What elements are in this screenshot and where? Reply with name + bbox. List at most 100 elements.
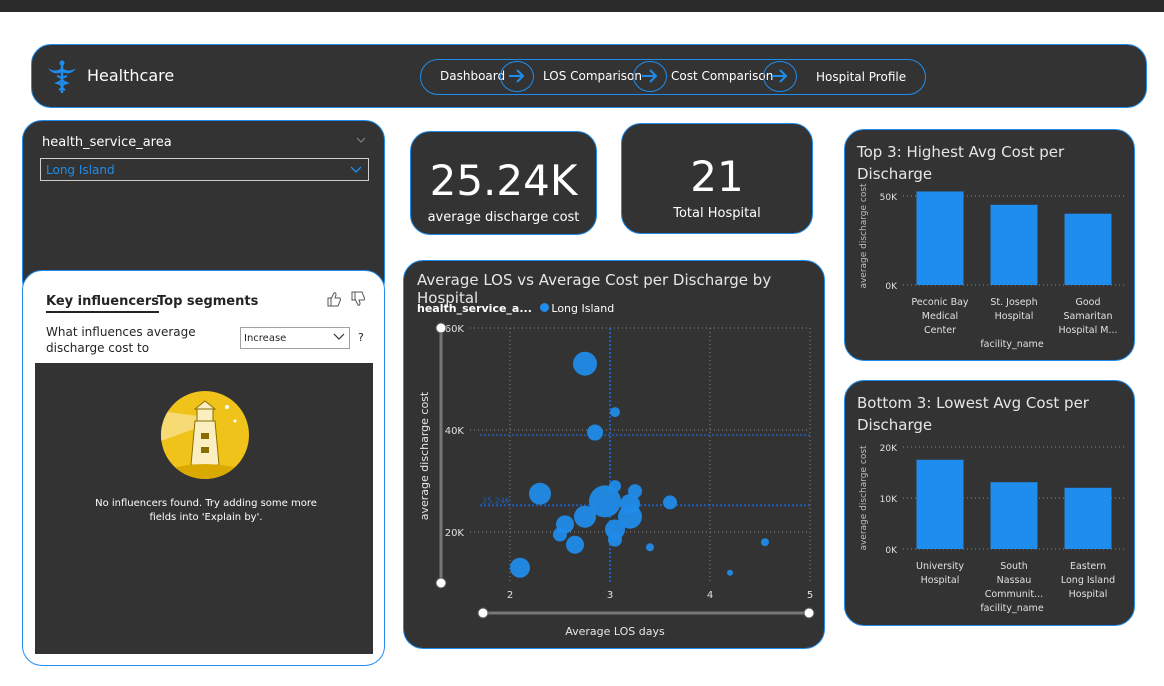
y-tick-label: 20K <box>880 444 898 454</box>
y-tick-label: 40K <box>445 426 465 437</box>
tab-key-influencers[interactable]: Key influencers <box>46 294 160 313</box>
thumbs-down-icon[interactable] <box>351 291 365 306</box>
page-navigation: Dashboard LOS Comparison Cost Comparison… <box>420 59 926 95</box>
x-zoom-handle[interactable] <box>803 607 815 619</box>
scatter-point[interactable] <box>510 557 530 578</box>
arrow-right-icon[interactable] <box>500 61 534 92</box>
y-tick-label: 0K <box>885 282 898 292</box>
top3-bar-plot[interactable]: 0K 50K Peconic Bay Medical Center St. Joseph H… <box>845 130 1136 362</box>
chart-title: Average LOS vs Average Cost per Discharg… <box>417 271 772 307</box>
category-label: Hospital <box>995 311 1034 322</box>
x-axis-label: facility_name <box>980 603 1044 614</box>
category-label: Communit... <box>985 589 1043 600</box>
y-axis-label: average discharge cost <box>859 445 869 551</box>
scatter-point[interactable] <box>727 569 733 576</box>
y-tick-label: 50K <box>880 193 898 203</box>
scatter-point[interactable] <box>553 527 567 542</box>
x-tick-label: 2 <box>507 590 513 601</box>
caduceus-icon <box>48 60 76 93</box>
kpi-value: 25.24K <box>429 156 578 205</box>
scatter-point[interactable] <box>761 538 769 547</box>
scatter-point[interactable] <box>610 407 620 418</box>
x-axis-label: facility_name <box>980 339 1044 350</box>
top3-bar-chart-card: Top 3: Highest Avg Cost per Discharge 0K… <box>844 129 1135 361</box>
bar[interactable] <box>990 482 1038 549</box>
slicer-label: health_service_area <box>42 135 172 150</box>
dropdown-value: Increase <box>244 333 287 344</box>
arrow-right-icon[interactable] <box>763 61 797 92</box>
arrow-right-icon[interactable] <box>633 61 667 92</box>
tab-top-segments[interactable]: Top segments <box>157 294 259 309</box>
scatter-point[interactable] <box>587 424 603 441</box>
header-bar: Healthcare Dashboard LOS Comparison Cost… <box>31 44 1147 108</box>
kpi-total-hospital: 21 Total Hospital <box>621 123 813 234</box>
no-influencers-message: No influencers found. Try adding some mo… <box>95 498 317 523</box>
category-label: South <box>1000 561 1028 572</box>
bottom3-bar-chart-card: Bottom 3: Lowest Avg Cost per Discharge … <box>844 380 1135 626</box>
bottom3-bar-plot[interactable]: 0K 10K 20K University Hospital South Nassau Com… <box>845 381 1136 627</box>
thumbs-up-icon[interactable] <box>327 292 341 307</box>
y-axis-label: average discharge cost <box>859 183 869 289</box>
help-icon[interactable]: ? <box>358 331 364 344</box>
legend-entry: Long Island <box>551 302 615 315</box>
bar[interactable] <box>990 204 1038 285</box>
chart-title: Bottom 3: Lowest Avg Cost per Discharge <box>857 392 1127 436</box>
slicer-selected-value: Long Island <box>46 163 115 177</box>
y-zoom-handle[interactable] <box>435 577 447 589</box>
scatter-point[interactable] <box>573 351 597 376</box>
bar[interactable] <box>1064 487 1112 549</box>
chart-title-line-2: Discharge <box>857 416 933 434</box>
scatter-point[interactable] <box>589 485 621 518</box>
kpi-caption: average discharge cost <box>427 210 580 225</box>
x-tick-label: 4 <box>707 590 713 601</box>
chart-title: Top 3: Highest Avg Cost per Discharge <box>857 143 1065 183</box>
scatter-point[interactable] <box>618 504 642 529</box>
category-label: Hospital <box>1069 589 1108 600</box>
y-tick-label: 10K <box>880 495 898 505</box>
influence-direction-dropdown[interactable]: Increase <box>240 327 350 349</box>
category-label: Samaritan <box>1063 311 1112 322</box>
key-influencers-visual: Key influencers Top segments What influe… <box>22 270 385 666</box>
scatter-point[interactable] <box>608 532 622 547</box>
scatter-point[interactable] <box>646 543 654 552</box>
y-axis-label: average discharge cost <box>418 391 431 520</box>
scatter-chart-card: Average LOS vs Average Cost per Discharg… <box>403 260 825 649</box>
bar[interactable] <box>1064 213 1112 285</box>
y-zoom-handle[interactable] <box>435 322 447 334</box>
chevron-down-icon[interactable] <box>356 135 366 145</box>
legend-title: health_service_a... <box>417 302 532 315</box>
kpi-average-discharge-cost: 25.24K average discharge cost <box>410 131 597 235</box>
bar[interactable] <box>916 191 964 285</box>
scatter-point[interactable] <box>605 519 625 540</box>
kpi-caption: Total Hospital <box>673 206 761 221</box>
slicer-dropdown[interactable]: Long Island <box>40 158 369 181</box>
legend-swatch <box>540 303 550 312</box>
x-zoom-handle[interactable] <box>477 607 489 619</box>
category-label: Hospital M... <box>1058 325 1117 336</box>
scatter-point[interactable] <box>566 535 584 554</box>
bar[interactable] <box>916 459 964 549</box>
nav-los-comparison[interactable]: LOS Comparison <box>543 69 642 83</box>
category-label: Long Island <box>1061 575 1115 586</box>
nav-dashboard[interactable]: Dashboard <box>440 69 506 83</box>
app-title: Healthcare <box>87 66 175 85</box>
nav-hospital-profile[interactable]: Hospital Profile <box>816 70 907 84</box>
chevron-down-icon <box>333 333 345 340</box>
scatter-plot[interactable]: 20K 40K 60K 2 3 4 5 25.24K Average LOS days avera… <box>404 261 826 650</box>
category-label: University <box>916 561 964 572</box>
influencers-empty-panel: No influencers found. Try adding some mo… <box>35 363 373 654</box>
x-tick-label: 3 <box>607 590 613 601</box>
category-label: Nassau <box>997 575 1032 586</box>
category-label: Medical <box>922 311 958 322</box>
reference-line-label: 25.24K <box>482 496 511 505</box>
scatter-point[interactable] <box>663 495 677 510</box>
category-label: Hospital <box>921 575 960 586</box>
scatter-point[interactable] <box>574 505 596 528</box>
top-window-bar <box>0 0 1164 12</box>
y-tick-label: 60K <box>445 324 465 335</box>
category-label: Peconic Bay <box>911 297 969 308</box>
chart-legend: health_service_a... Long Island <box>417 302 614 315</box>
scatter-point[interactable] <box>529 482 551 505</box>
nav-cost-comparison[interactable]: Cost Comparison <box>671 69 774 83</box>
chart-title-line-1: Bottom 3: Lowest Avg Cost per <box>857 394 1089 412</box>
